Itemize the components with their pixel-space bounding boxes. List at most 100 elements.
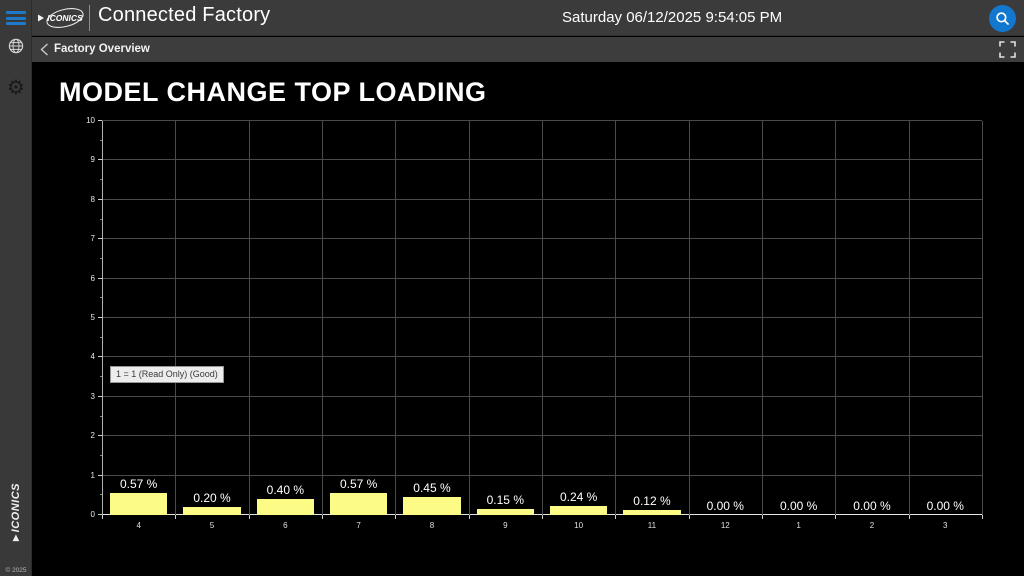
x-axis-tick-label: 2 (869, 521, 875, 530)
x-axis-tick (762, 515, 763, 519)
bar-value-label: 0.12 % (633, 494, 671, 509)
chart-column: 0.00 % 1 (762, 121, 835, 530)
search-button[interactable] (989, 5, 1016, 32)
bar-month-9[interactable] (476, 509, 534, 515)
y-axis-minor-tick (99, 336, 102, 338)
bar-value-label: 0.24 % (559, 489, 598, 504)
fullscreen-icon[interactable] (999, 41, 1016, 58)
back-chevron-icon[interactable] (38, 42, 52, 57)
chart-column: 0.00 % 12 (689, 121, 762, 530)
x-axis-tick-label: 3 (943, 521, 948, 530)
breadcrumb[interactable]: Factory Overview (54, 43, 150, 55)
y-axis-major-tick (98, 395, 102, 397)
y-axis-minor-tick (99, 415, 102, 417)
globe-icon[interactable] (8, 38, 24, 54)
gridline-vertical (908, 121, 910, 515)
x-axis-tick (248, 515, 250, 519)
bar-month-5[interactable] (183, 507, 241, 515)
bar-value-label: 0.57 % (119, 476, 158, 491)
chart-column: 0.40 % 6 (249, 121, 322, 530)
y-axis-major-tick (98, 356, 102, 358)
x-axis-tick (322, 515, 323, 519)
bar-value-label: 0.40 % (266, 483, 304, 498)
y-axis-tick-label: 6 (90, 273, 95, 283)
x-axis-tick (908, 515, 910, 519)
copyright-label: © 2025 (5, 567, 27, 574)
x-axis-tick-label: 1 (796, 521, 801, 530)
bar-value-label: 0.00 % (853, 499, 891, 513)
left-sidebar: ⚙ ▶ICONICS © 2025 (0, 0, 32, 576)
x-axis-tick-label: 6 (283, 521, 288, 530)
chart-column: 0.15 % 9 (469, 121, 542, 530)
x-axis-tick (615, 515, 617, 519)
bar-month-7[interactable] (330, 492, 388, 515)
settings-gear-icon[interactable]: ⚙ (7, 75, 25, 99)
gridline-vertical (395, 121, 397, 515)
value-tooltip: 1 = 1 (Read Only) (Good) (110, 366, 224, 383)
gridline-vertical (688, 121, 690, 515)
y-axis-minor-tick (99, 494, 102, 496)
y-axis-tick-label: 9 (90, 155, 95, 165)
y-axis-minor-tick (99, 139, 102, 141)
y-axis-tick-label: 2 (90, 431, 95, 441)
x-axis-tick (688, 515, 690, 519)
chart-column: 0.12 % 11 (615, 121, 688, 530)
app-title: Connected Factory (98, 4, 271, 26)
gridline-vertical (982, 121, 983, 515)
bar-value-label: 0.45 % (413, 481, 451, 496)
bar-value-label: 0.00 % (706, 499, 744, 513)
y-axis-major-tick (98, 238, 102, 240)
bar-month-11[interactable] (623, 510, 681, 515)
x-axis-tick (395, 515, 397, 519)
bar-month-4[interactable] (110, 492, 168, 515)
y-axis-minor-tick (99, 179, 102, 181)
gridline-vertical (468, 121, 470, 515)
y-axis-tick-label: 7 (90, 234, 95, 244)
divider (89, 5, 90, 31)
x-axis-tick (835, 515, 837, 519)
iconics-logo-vertical: ▶ICONICS (9, 483, 22, 541)
x-axis-tick (982, 515, 983, 519)
y-axis-tick-label: 0 (90, 510, 95, 519)
chart-column: 0.45 % 8 (395, 121, 468, 530)
search-icon (996, 12, 1009, 25)
chart-plot: 1 = 1 (Read Only) (Good) 0 1 2 3 4 5 6 7 8 9 10 0.5… (86, 117, 983, 530)
y-axis-minor-tick (99, 257, 102, 259)
menu-icon[interactable] (6, 11, 26, 25)
y-axis-major-tick (98, 514, 102, 515)
top-bar: ICONICS Connected Factory Saturday 06/12… (32, 0, 1024, 36)
y-axis-tick-label: 10 (86, 116, 95, 125)
x-axis-tick (542, 515, 543, 519)
svg-text:ICONICS: ICONICS (47, 13, 83, 23)
y-axis-minor-tick (99, 454, 102, 456)
y-axis-major-tick (98, 474, 102, 476)
y-axis-tick-label: 4 (90, 352, 95, 362)
x-axis-tick-label: 7 (356, 521, 361, 530)
bar-month-6[interactable] (256, 499, 314, 515)
x-axis-tick (468, 515, 470, 519)
y-axis-major-tick (98, 317, 102, 318)
bar-value-label: 0.00 % (926, 499, 964, 513)
bar-value-label: 0.15 % (486, 493, 524, 508)
chart-column: 0.24 % 10 (542, 121, 615, 530)
x-axis-tick-label: 5 (209, 521, 215, 530)
chart-column: 0.20 % 5 (175, 121, 248, 530)
y-axis-major-tick (98, 198, 102, 200)
gridline-vertical (762, 121, 763, 515)
gridline-vertical (322, 121, 323, 515)
x-axis-tick-label: 12 (720, 521, 730, 530)
chart-column: 0.57 % 7 (322, 121, 395, 530)
bar-month-10[interactable] (550, 505, 608, 515)
y-axis-minor-tick (99, 376, 102, 378)
x-axis-tick-label: 4 (136, 521, 141, 530)
y-axis-minor-tick (99, 218, 102, 220)
gridline-vertical (615, 121, 617, 515)
y-axis-major-tick (98, 120, 102, 121)
x-axis-tick-label: 10 (574, 521, 584, 530)
y-axis-major-tick (98, 159, 102, 161)
bar-month-8[interactable] (403, 497, 461, 515)
gridline-vertical (175, 121, 177, 515)
gridline-vertical (248, 121, 250, 515)
y-axis-minor-tick (99, 297, 102, 299)
bar-value-label: 0.57 % (339, 476, 378, 491)
